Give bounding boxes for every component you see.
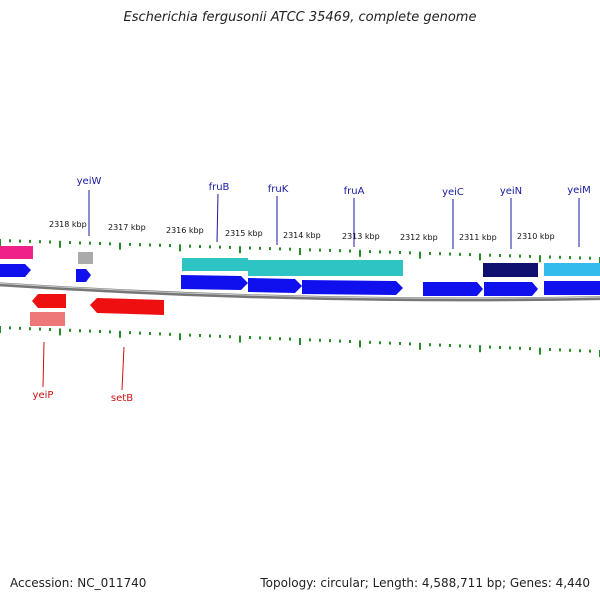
scale-label: 2311 kbp — [459, 233, 497, 242]
scale-label: 2317 kbp — [108, 223, 146, 232]
forward-gene-arrow — [423, 282, 483, 296]
forward-gene-arrow — [0, 264, 31, 277]
genome-summary-label: Topology: circular; Length: 4,588,711 bp… — [260, 576, 590, 590]
feature-cyan-block-2 — [248, 260, 403, 276]
scale-label: 2315 kbp — [225, 229, 263, 238]
scale-label: 2312 kbp — [400, 233, 438, 242]
scale-label: 2313 kbp — [342, 232, 380, 241]
feature-tracks — [0, 246, 600, 326]
gene-label-yeiN: yeiN — [500, 186, 522, 197]
reverse-gene-arrow — [90, 298, 164, 315]
genome-backbone-highlight — [0, 282, 600, 299]
feature-pink-block — [30, 312, 65, 326]
forward-gene-arrow — [181, 275, 248, 290]
forward-gene-arrow — [76, 269, 91, 282]
scale-label: 2316 kbp — [166, 226, 204, 235]
forward-gene-arrow — [302, 280, 403, 295]
gene-label-leaders — [42, 190, 580, 391]
gene-label-setB: setB — [111, 393, 133, 404]
scale-label: 2314 kbp — [283, 231, 321, 240]
gene-label-yeiM: yeiM — [567, 185, 590, 196]
feature-grey-block — [78, 252, 93, 264]
feature-sky-block — [544, 263, 600, 276]
gene-label-fruK: fruK — [268, 184, 289, 195]
map-title: Escherichia fergusonii ATCC 35469, compl… — [123, 10, 477, 25]
outer-scale-ticks — [0, 239, 600, 264]
gene-label-yeiC: yeiC — [442, 187, 464, 198]
feature-navy-block — [483, 263, 538, 277]
genome-backbone — [0, 282, 600, 302]
forward-gene-arrow — [248, 278, 302, 293]
gene-leader-line — [121, 346, 125, 391]
scale-label: 2318 kbp — [49, 220, 87, 229]
scale-label: 2310 kbp — [517, 232, 555, 241]
accession-label: Accession: NC_011740 — [10, 576, 147, 590]
gene-label-fruA: fruA — [344, 186, 365, 197]
scale-labels: 2318 kbp 2317 kbp 2316 kbp 2315 kbp 2314 kbp… — [49, 220, 555, 242]
gene-leader-line — [42, 341, 45, 388]
reverse-gene-arrow — [32, 294, 66, 308]
forward-gene-arrow — [484, 282, 538, 296]
feature-cyan-block-1 — [182, 258, 248, 271]
feature-magenta-block — [0, 246, 33, 259]
forward-gene-arrow — [544, 281, 600, 295]
gene-label-yeiP: yeiP — [33, 390, 54, 401]
gene-leader-line — [216, 193, 219, 243]
gene-label-yeiW: yeiW — [77, 176, 102, 187]
gene-label-fruB: fruB — [209, 182, 230, 193]
gene-labels: yeiW fruB fruK fruA yeiC yeiN yeiM yeiP setB — [33, 176, 591, 404]
inner-scale-ticks — [0, 326, 600, 357]
